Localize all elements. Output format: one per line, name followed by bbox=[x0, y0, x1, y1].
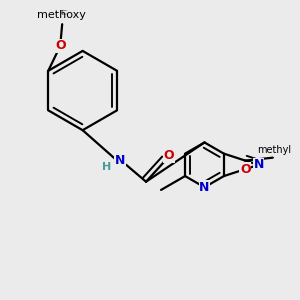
Text: N: N bbox=[199, 181, 210, 194]
Text: N: N bbox=[254, 158, 264, 171]
Text: methoxy: methoxy bbox=[62, 13, 68, 14]
Text: methoxy: methoxy bbox=[61, 10, 67, 11]
Text: methoxy: methoxy bbox=[62, 10, 68, 11]
Text: H: H bbox=[102, 162, 111, 172]
Text: methyl: methyl bbox=[272, 151, 276, 152]
Text: O: O bbox=[55, 40, 65, 52]
Text: O: O bbox=[164, 149, 174, 162]
Text: methyl: methyl bbox=[257, 145, 291, 155]
Text: O: O bbox=[55, 40, 65, 52]
Text: O: O bbox=[240, 163, 250, 176]
Text: methoxy: methoxy bbox=[62, 14, 68, 15]
Text: N: N bbox=[115, 154, 125, 167]
Text: methoxy: methoxy bbox=[37, 10, 86, 20]
Text: O–CH₃: O–CH₃ bbox=[60, 11, 64, 12]
